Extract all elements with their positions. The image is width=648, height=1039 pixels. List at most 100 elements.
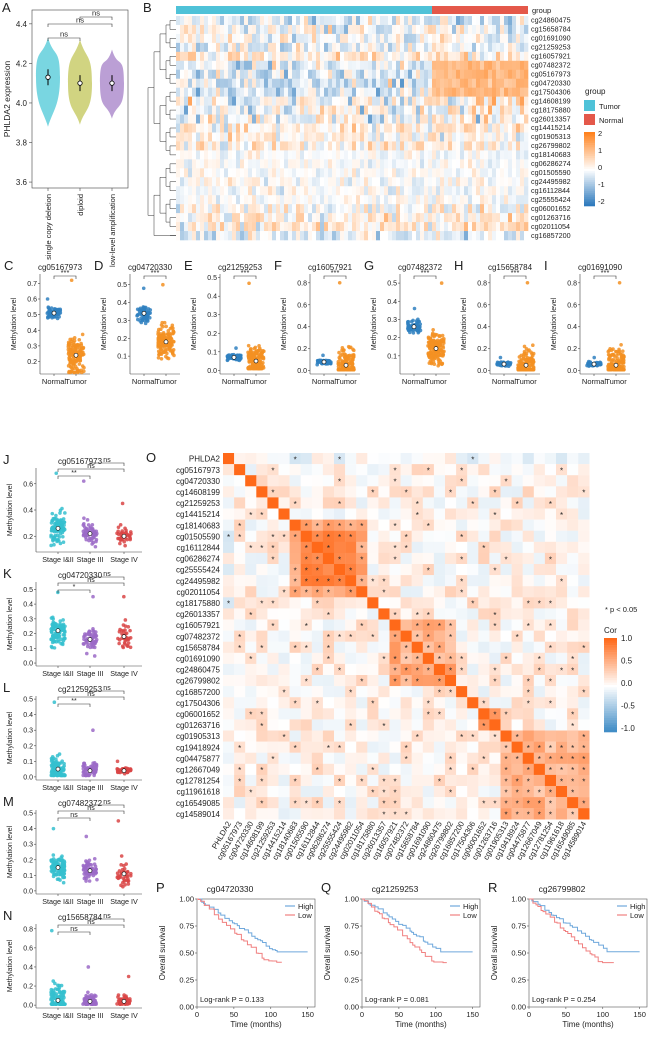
heat-cell bbox=[200, 231, 205, 241]
heat-cell bbox=[504, 168, 509, 178]
heat-cell bbox=[180, 96, 185, 106]
heat-cell bbox=[416, 114, 421, 124]
heat-cell bbox=[316, 78, 321, 88]
heat-cell bbox=[284, 159, 289, 169]
heat-cell bbox=[512, 159, 517, 169]
dendro-link bbox=[169, 109, 176, 120]
heat-cell bbox=[196, 42, 201, 53]
heat-cell bbox=[492, 213, 497, 223]
heat-cell bbox=[312, 132, 317, 142]
heat-cell bbox=[484, 150, 489, 160]
heat-cell bbox=[348, 222, 353, 232]
heat-cell bbox=[452, 16, 457, 26]
heat-cell bbox=[436, 177, 441, 187]
heat-cell bbox=[204, 195, 209, 205]
heat-cell bbox=[252, 213, 257, 223]
heat-cell bbox=[320, 204, 325, 214]
heat-cell bbox=[204, 231, 209, 241]
heat-cell bbox=[348, 141, 353, 151]
heat-cell bbox=[264, 186, 269, 196]
heat-cell bbox=[424, 222, 429, 232]
heat-cell bbox=[380, 159, 385, 169]
heat-cell bbox=[484, 177, 489, 187]
heat-cell bbox=[284, 231, 289, 241]
heat-cell bbox=[204, 87, 209, 97]
heat-cell bbox=[256, 222, 261, 232]
heat-cell bbox=[400, 231, 405, 241]
heat-cell bbox=[308, 159, 313, 169]
heat-cell bbox=[328, 78, 333, 88]
heat-cell bbox=[200, 168, 205, 178]
data-point bbox=[91, 628, 95, 633]
heat-cell bbox=[452, 114, 457, 124]
heat-cell bbox=[520, 150, 525, 160]
heat-cell bbox=[288, 141, 293, 151]
heat-cell bbox=[480, 195, 485, 205]
data-point bbox=[49, 535, 53, 539]
heat-cell bbox=[500, 186, 505, 196]
data-point bbox=[256, 355, 261, 360]
heat-cell bbox=[484, 69, 489, 80]
heat-cell bbox=[272, 231, 277, 241]
heat-cell bbox=[376, 132, 381, 142]
heat-cell bbox=[288, 114, 293, 124]
heat-cell bbox=[472, 114, 477, 124]
heat-cell bbox=[332, 186, 337, 196]
data-point bbox=[81, 523, 86, 527]
heat-cell bbox=[332, 105, 337, 115]
heat-cell bbox=[300, 123, 305, 133]
heat-cell bbox=[400, 213, 405, 223]
heat-cell bbox=[300, 78, 305, 88]
heat-cell bbox=[320, 16, 325, 26]
heat-cell bbox=[300, 51, 305, 62]
data-point bbox=[61, 880, 66, 885]
heat-cell bbox=[216, 87, 221, 97]
heat-cell bbox=[344, 42, 349, 53]
heat-cell bbox=[180, 78, 185, 88]
heat-cell bbox=[208, 96, 213, 106]
heat-cell bbox=[344, 96, 349, 106]
heat-cell bbox=[496, 186, 501, 196]
heat-cell bbox=[512, 231, 517, 241]
heat-cell bbox=[452, 96, 457, 106]
data-point bbox=[60, 871, 64, 876]
heat-cell bbox=[280, 96, 285, 106]
heat-cell bbox=[336, 24, 341, 35]
heat-cell bbox=[452, 168, 457, 178]
heat-cell bbox=[508, 16, 513, 26]
heat-cell bbox=[292, 24, 297, 35]
heat-cell bbox=[192, 16, 197, 26]
heat-cell bbox=[408, 204, 413, 214]
heat-cell bbox=[240, 132, 245, 142]
heat-cell bbox=[372, 195, 377, 205]
heat-cell bbox=[192, 168, 197, 178]
heat-cell bbox=[324, 132, 329, 142]
heat-cell bbox=[328, 123, 333, 133]
y-tick-label: 0.5 bbox=[27, 312, 37, 319]
heat-cell bbox=[248, 51, 253, 62]
data-point bbox=[439, 281, 444, 285]
heat-cell bbox=[348, 96, 353, 106]
heat-cell bbox=[200, 213, 205, 223]
heat-cell bbox=[500, 105, 505, 115]
heat-cell bbox=[508, 78, 513, 88]
data-point bbox=[435, 333, 439, 337]
heat-cell bbox=[416, 204, 421, 214]
dendro-link bbox=[165, 168, 170, 187]
heat-cell bbox=[176, 69, 181, 80]
heat-cell bbox=[480, 186, 485, 196]
heat-cell bbox=[420, 231, 425, 241]
heat-cell bbox=[412, 168, 417, 178]
y-tick-label: 0.2 bbox=[23, 857, 33, 864]
colorbar-step bbox=[584, 159, 595, 162]
heat-cell bbox=[308, 105, 313, 115]
median-point bbox=[501, 361, 507, 367]
heat-cell bbox=[464, 42, 469, 53]
heat-cell bbox=[240, 69, 245, 80]
heat-cell bbox=[220, 24, 225, 35]
data-point bbox=[126, 641, 131, 645]
heat-cell bbox=[344, 69, 349, 80]
data-point bbox=[94, 870, 99, 875]
heat-cell bbox=[444, 78, 449, 88]
colorbar-step bbox=[584, 161, 595, 164]
